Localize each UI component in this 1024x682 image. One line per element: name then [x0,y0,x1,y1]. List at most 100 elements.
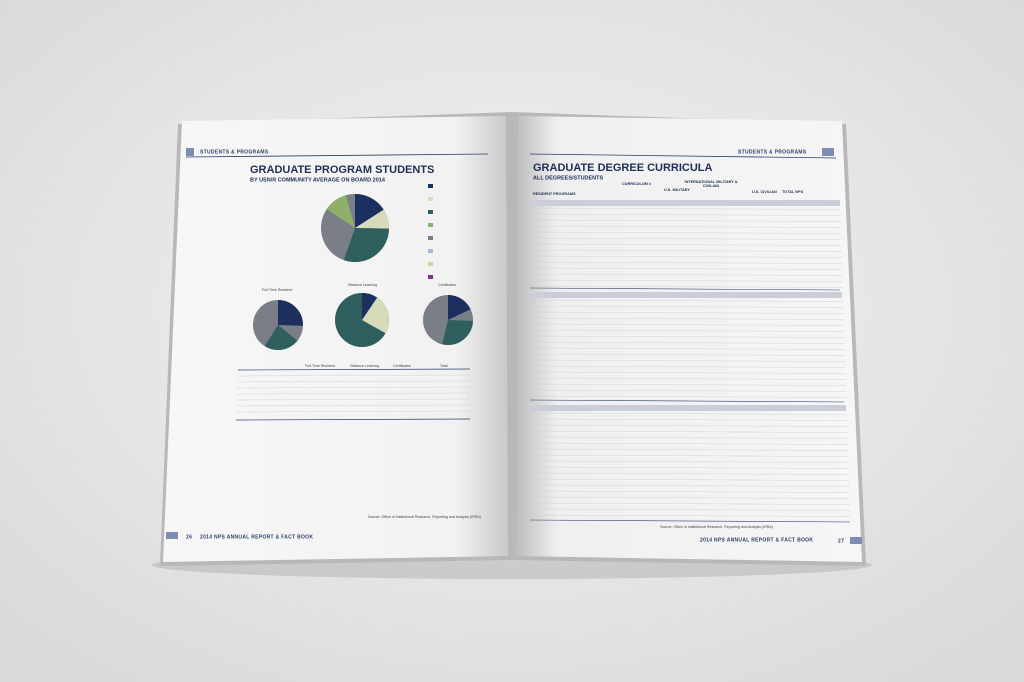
source: Source: Office of Institutional Research… [368,515,481,519]
row-line [529,231,842,234]
column-header: RESIDENT PROGRAMS [533,192,576,196]
row-line [529,273,843,276]
rule [529,399,845,403]
row-line [529,311,844,314]
row-line [529,237,842,240]
right-page [516,116,862,562]
row-line [529,424,848,427]
row-line [529,484,850,487]
tab [850,537,862,544]
row-line [529,395,847,398]
title: GRADUATE DEGREE CURRICULA [533,162,713,174]
row-line [529,389,847,392]
row-line [529,377,846,380]
left-page [163,116,508,562]
row-line [529,412,848,415]
pie-slice [335,293,389,347]
title: GRADUATE PROGRAM STUDENTS [250,164,434,176]
row-line [529,371,846,374]
tab [822,148,834,156]
row-line [529,472,850,475]
page-number: 27 [838,538,844,544]
source: Source: Office of Institutional Research… [660,525,773,529]
legend [428,184,433,279]
row-line [235,410,471,413]
pie-title: Certificates [438,283,456,287]
row-line [529,335,845,338]
row-line [529,448,849,451]
row-line [529,323,845,326]
pie-slice [321,194,389,262]
legend-swatch [428,210,433,214]
row-line [529,508,851,511]
rule [237,368,471,371]
row-line [529,454,849,457]
table-header: Full-Time Resident [305,364,335,368]
row-line [529,460,849,463]
pie-slice [321,194,389,262]
rule [529,287,841,291]
row-line [529,317,844,320]
column-header: TOTAL NPS [782,190,804,194]
footer: 2014 NPS ANNUAL REPORT & FACT BOOK [700,537,813,543]
row-line [529,285,843,288]
row-line [529,430,848,433]
subtitle: BY USN/R COMMUNITY AVERAGE ON BOARD 2014 [250,177,386,183]
row-line [529,436,848,439]
rule [529,519,851,523]
small-pies: Full-Time Resident Distance Learning Cer… [253,283,473,350]
pie-slice [253,300,303,350]
rule [185,153,489,158]
row-line [529,219,841,222]
row-line [529,418,848,421]
row-line [236,386,471,389]
section-band [530,200,840,206]
table-header: Total [440,364,448,368]
page-number: 26 [186,534,192,540]
row-line [529,249,842,252]
column-header-box: INTERNATIONAL MILITARY & CIVILIAN [684,180,738,188]
right-table [529,200,851,523]
running-head: STUDENTS & PROGRAMS [738,149,807,155]
running-head: STUDENTS & PROGRAMS [200,149,269,155]
legend-swatch [428,223,433,227]
row-line [529,329,845,332]
row-line [529,305,844,308]
pie-slice [423,295,473,345]
rule [529,153,837,159]
row-line [529,490,850,493]
legend-swatch [428,197,433,201]
row-line [529,213,841,216]
row-line [235,404,471,407]
row-line [529,299,844,302]
row-line [529,341,845,344]
row-line [236,392,471,395]
row-line [529,514,851,517]
pie-title: Distance Learning [348,283,377,287]
row-line [529,255,842,258]
row-line [237,374,471,377]
pie-title: Full-Time Resident [262,288,292,292]
column-header: U.S. MILITARY [664,188,690,192]
row-line [529,353,846,356]
legend-swatch [428,184,433,188]
legend-swatch [428,249,433,253]
section-band [530,405,846,411]
rule [235,418,471,421]
row-line [529,207,841,210]
table-header: Distance Learning [350,364,379,368]
pie-slice [335,293,389,347]
tab [166,532,178,539]
column-header: INTERNATIONAL MILITARY & CIVILIAN [684,180,738,188]
row-line [529,225,841,228]
pie-slice [321,194,389,262]
main-pie [321,194,389,262]
row-line [529,267,843,270]
table-header: Certificates [393,364,411,368]
row-line [529,496,850,499]
row-line [529,502,851,505]
row-line [529,442,849,445]
column-header: U.S. CIVILIAN [752,190,777,194]
